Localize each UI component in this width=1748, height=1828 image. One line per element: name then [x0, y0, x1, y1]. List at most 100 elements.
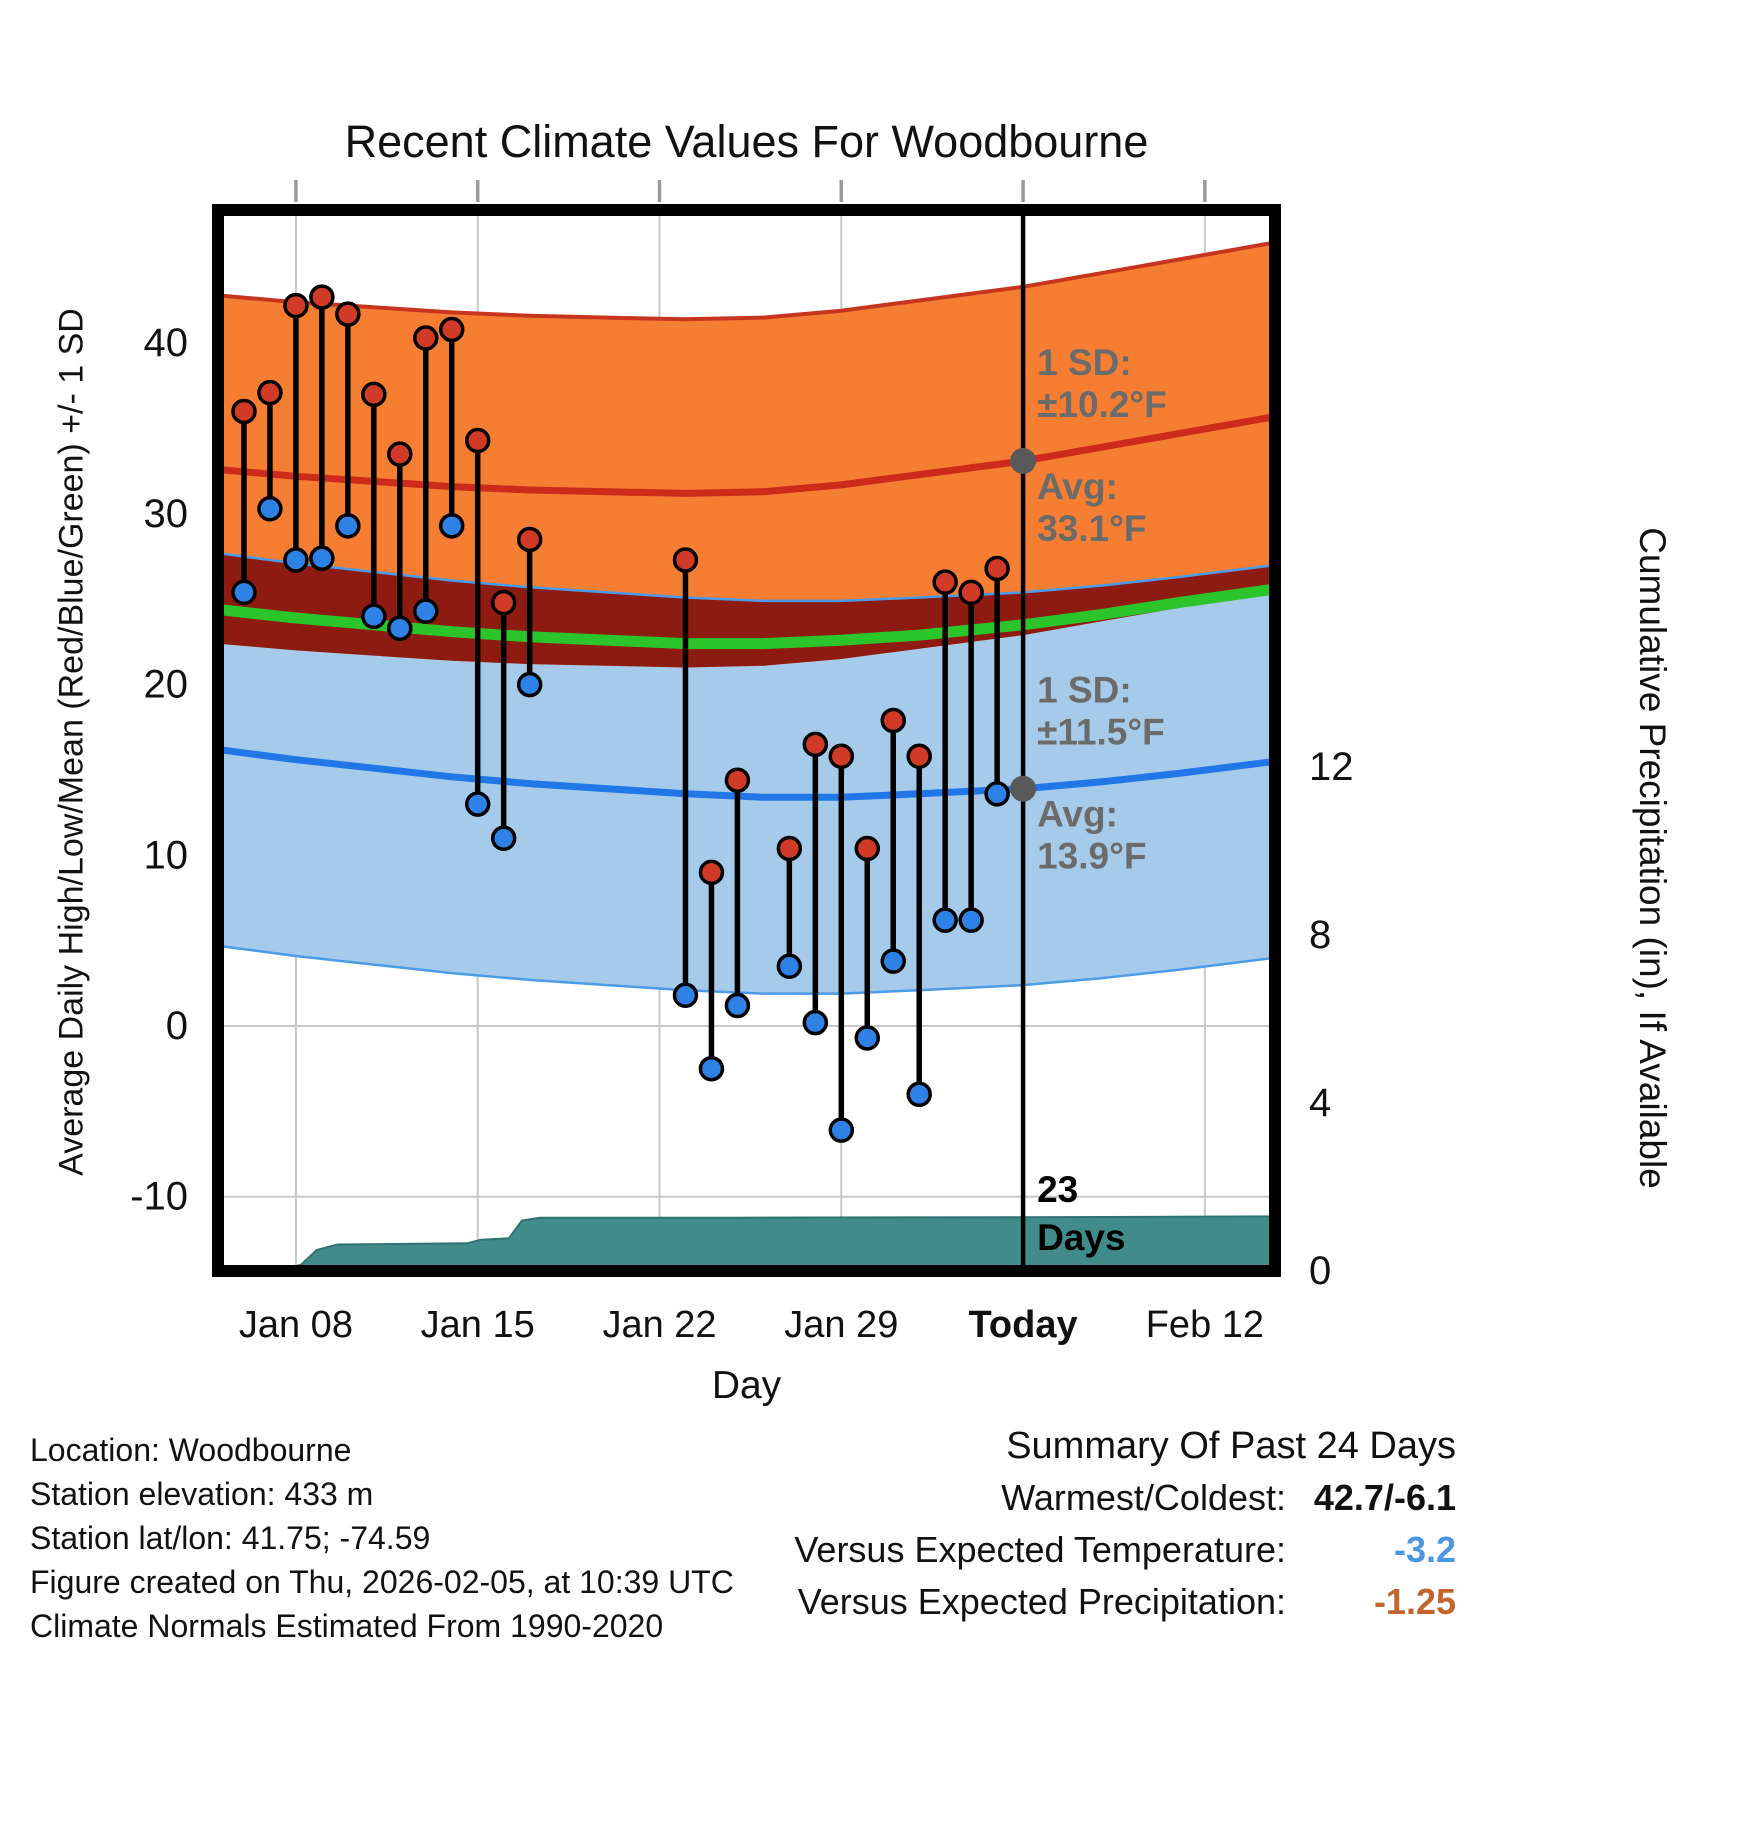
avg-high-marker [1010, 447, 1037, 474]
x-tick-label: Jan 15 [421, 1304, 535, 1346]
x-tick-label: Feb 12 [1146, 1304, 1264, 1346]
high-sd-value: ±10.2°F [1037, 384, 1167, 425]
observations [231, 284, 1010, 1143]
obs-high-dot [387, 441, 413, 467]
low-avg-value: 13.9°F [1037, 836, 1146, 877]
temp-tick-label: 30 [144, 492, 189, 536]
high-temp-band [218, 242, 1275, 668]
x-tick-label: Jan 22 [602, 1304, 716, 1346]
summary-panel: Summary Of Past 24 Days Warmest/Coldest:… [794, 1420, 1456, 1628]
low-band-top-edge [218, 551, 1275, 603]
summary-label-1: Versus Expected Temperature: [794, 1529, 1286, 1570]
obs-low-dot [387, 615, 413, 642]
obs-high-dot [776, 835, 803, 862]
obs-high-dot [490, 589, 517, 616]
summary-label-0: Warmest/Coldest: [1001, 1477, 1286, 1518]
temp-tick-label: -10 [130, 1175, 188, 1219]
low-avg-label: Avg: [1037, 794, 1118, 835]
low-sd-value: ±11.5°F [1037, 712, 1165, 753]
obs-high-dot [413, 325, 439, 351]
obs-high-dot [854, 835, 881, 862]
obs-low-dot [257, 496, 283, 522]
footer-info: Location: Woodbourne Station elevation: … [30, 1428, 734, 1648]
obs-low-dot [438, 513, 465, 539]
precip-tick-label: 12 [1309, 745, 1354, 789]
obs-low-dot [283, 547, 309, 573]
high-avg-value: 33.1°F [1037, 508, 1146, 549]
temp-tick-label: 40 [144, 321, 189, 365]
footer-elevation: Station elevation: 433 m [30, 1476, 374, 1512]
obs-high-dot [724, 767, 751, 793]
obs-high-dot [828, 743, 855, 770]
footer-created: Figure created on Thu, 2026-02-05, at 10… [30, 1564, 734, 1600]
summary-value-0: 42.7/-6.1 [1313, 1477, 1456, 1518]
precip-tick-label: 4 [1309, 1081, 1331, 1125]
temp-tick-label: 10 [144, 833, 189, 877]
obs-high-dot [698, 859, 725, 886]
obs-low-dot [932, 907, 958, 933]
precip-tick-label: 0 [1309, 1249, 1331, 1293]
low-band-bottom-edge [218, 944, 1275, 995]
obs-low-dot [516, 671, 543, 698]
obs-low-dot [361, 603, 387, 630]
x-axis-label: Day [711, 1364, 782, 1407]
x-tick-label: Today [969, 1304, 1078, 1346]
summary-value-2: -1.25 [1373, 1581, 1456, 1622]
obs-high-dot [231, 398, 257, 425]
summary-title: Summary Of Past 24 Days [1006, 1425, 1456, 1467]
x-tick-label: Jan 08 [239, 1304, 353, 1346]
avg-low-marker [1010, 775, 1037, 802]
obs-low-dot [698, 1055, 725, 1082]
obs-low-dot [802, 1009, 829, 1036]
obs-high-dot [283, 292, 309, 319]
summary-value-1: -3.2 [1393, 1529, 1456, 1570]
obs-high-dot [958, 579, 984, 606]
temp-tick-label: 20 [144, 663, 189, 707]
obs-low-dot [309, 545, 335, 572]
obs-low-dot [672, 982, 699, 1009]
obs-low-dot [464, 791, 491, 817]
obs-low-dot [724, 992, 751, 1019]
obs-low-dot [828, 1117, 855, 1143]
obs-low-dot [231, 579, 257, 606]
right-axis-label: Cumulative Precipitation (in), If Availa… [1632, 527, 1673, 1189]
summary-label-2: Versus Expected Precipitation: [797, 1581, 1286, 1622]
obs-high-dot [906, 743, 932, 770]
obs-high-dot [309, 284, 335, 310]
obs-high-dot [880, 707, 906, 734]
obs-high-dot [672, 547, 699, 573]
obs-low-dot [776, 953, 803, 980]
high-band-top-edge [218, 240, 1275, 322]
footer-normals: Climate Normals Estimated From 1990-2020 [30, 1608, 664, 1644]
obs-low-dot [413, 598, 439, 624]
temp-tick-label: 0 [166, 1004, 188, 1048]
obs-high-dot [438, 316, 465, 343]
obs-low-dot [490, 825, 517, 851]
high-sd-label: 1 SD: [1037, 342, 1132, 383]
precip-tick-label: 8 [1309, 913, 1331, 957]
obs-low-dot [854, 1025, 881, 1051]
avg-high-line [218, 413, 1275, 497]
left-axis-label: Average Daily High/Low/Mean (Red/Blue/Gr… [52, 308, 91, 1176]
obs-low-dot [335, 513, 361, 539]
footer-latlon: Station lat/lon: 41.75; -74.59 [30, 1520, 431, 1556]
obs-high-dot [361, 381, 387, 408]
low-sd-label: 1 SD: [1037, 670, 1132, 711]
plot-frame [212, 204, 1281, 1277]
x-tick-label: Jan 29 [784, 1304, 898, 1346]
obs-high-dot [516, 526, 543, 553]
high-avg-label: Avg: [1037, 466, 1118, 507]
footer-location: Location: Woodbourne [30, 1432, 352, 1468]
obs-low-dot [906, 1081, 932, 1108]
obs-high-dot [257, 379, 283, 406]
obs-low-dot [880, 948, 906, 974]
mean-temp-line [218, 583, 1275, 650]
avg-low-line [218, 746, 1275, 801]
obs-high-dot [932, 569, 958, 595]
precip-days-count: 23 [1037, 1169, 1078, 1210]
obs-high-dot [335, 301, 361, 327]
obs-high-dot [984, 555, 1010, 582]
chart-title: Recent Climate Values For Woodbourne [344, 116, 1149, 167]
precip-days-label: Days [1037, 1217, 1125, 1258]
